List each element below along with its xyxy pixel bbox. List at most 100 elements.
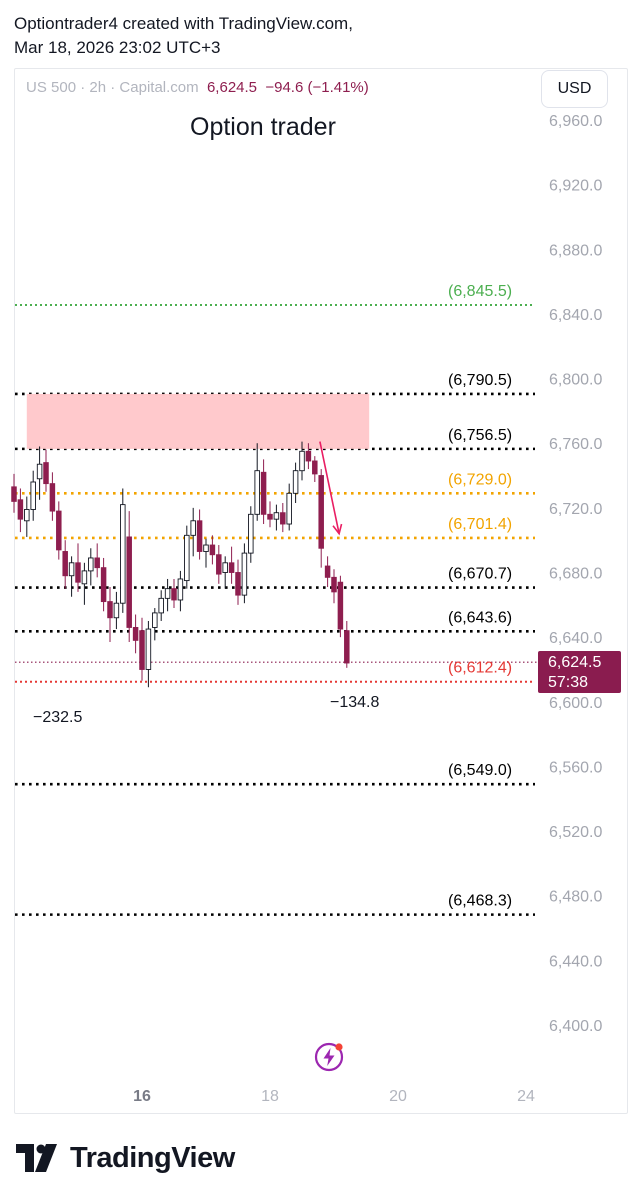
candle	[190, 507, 196, 557]
symbol-info[interactable]: US 500 · 2h · Capital.com 6,624.5 −94.6 …	[26, 79, 369, 96]
candle-body	[184, 534, 190, 582]
candle-body	[241, 552, 248, 596]
candle-body	[299, 450, 305, 472]
candle-body	[152, 612, 158, 628]
candle	[209, 535, 216, 565]
price-change: −94.6 (−1.41%)	[265, 79, 369, 96]
candle-body	[248, 513, 254, 554]
candle	[94, 543, 100, 578]
chart-credit: Optiontrader4 created with TradingView.c…	[14, 12, 353, 60]
candle-body	[177, 578, 184, 601]
tradingview-footer: TradingView	[16, 1140, 235, 1176]
candle	[318, 469, 324, 568]
tradingview-wordmark: TradingView	[70, 1141, 235, 1174]
candle	[152, 608, 158, 641]
candle	[88, 548, 94, 586]
candle	[158, 590, 164, 621]
candle	[312, 456, 318, 482]
currency-button[interactable]: USD	[541, 70, 608, 108]
candle-body	[203, 544, 209, 552]
candle-body	[132, 626, 139, 641]
separator-dot: ·	[80, 79, 86, 96]
candle-body	[164, 588, 171, 599]
level-label: (6,790.5)	[448, 372, 512, 389]
arrow-head	[332, 523, 343, 536]
candle	[324, 556, 331, 588]
candle	[203, 538, 209, 568]
candle	[196, 509, 203, 560]
candle	[30, 470, 36, 521]
candle-body	[344, 630, 350, 664]
y-axis-tick-label: 6,560.0	[549, 759, 602, 776]
candle-body	[196, 520, 203, 552]
candle	[56, 501, 62, 560]
candle	[273, 504, 280, 531]
candle	[337, 575, 344, 638]
candle	[260, 459, 267, 525]
candle	[248, 506, 254, 563]
candle-body	[254, 470, 260, 515]
current-price-value: 6,624.5	[548, 654, 602, 671]
candle-body	[62, 551, 68, 577]
candle	[107, 587, 113, 642]
candle-body	[260, 471, 267, 515]
level-label: (6,643.6)	[448, 609, 512, 626]
candle-body	[267, 513, 273, 520]
level-label: (6,845.5)	[448, 283, 512, 300]
candle	[132, 614, 139, 654]
candle-body	[120, 504, 126, 604]
candle	[139, 617, 145, 681]
candle-body	[75, 562, 81, 583]
candle-body	[286, 492, 292, 525]
candle-body	[43, 462, 49, 485]
candle	[267, 501, 273, 528]
candle-body	[228, 562, 235, 573]
y-axis-tick-label: 6,880.0	[549, 242, 602, 259]
candle	[222, 556, 228, 589]
level-label: (6,549.0)	[448, 762, 512, 779]
candle-body	[273, 512, 280, 520]
candle	[24, 496, 30, 537]
y-axis-tick-label: 6,960.0	[549, 113, 602, 130]
candle	[216, 545, 222, 584]
x-axis-tick-label: 24	[517, 1088, 535, 1105]
candle-body	[107, 601, 113, 619]
level-label: (6,612.4)	[448, 660, 512, 677]
candlestick-chart[interactable]: 6,960.0 6,920.0 6,880.0 6,840.0 6,800.0 6,760…	[0, 0, 642, 1120]
level-label: (6,701.4)	[448, 516, 512, 533]
credit-date-line: Mar 18, 2026 23:02 UTC+3	[14, 38, 221, 57]
candle-body	[139, 630, 145, 670]
supply-zone[interactable]	[26, 393, 370, 449]
candle-body	[324, 565, 331, 578]
candle-body	[126, 536, 132, 628]
candle	[113, 591, 120, 630]
candle-body	[292, 470, 299, 494]
candle	[17, 488, 24, 533]
candle	[145, 620, 152, 688]
tradingview-logo-icon	[16, 1144, 57, 1172]
candle	[120, 488, 126, 613]
low-change-annotation-right: −134.8	[330, 694, 379, 711]
candle	[36, 446, 43, 500]
candle-body	[158, 597, 164, 614]
x-axis-tick-label: 16	[133, 1088, 151, 1105]
lightning-bolt-icon[interactable]	[314, 1042, 344, 1072]
candle-body	[30, 481, 36, 510]
chart-title: Option trader	[190, 113, 336, 141]
candle	[286, 483, 292, 531]
arrow-line[interactable]	[319, 441, 340, 534]
candle-body	[190, 520, 196, 536]
y-axis-tick-label: 6,520.0	[549, 824, 602, 841]
candle-body	[88, 557, 94, 572]
candle	[344, 620, 350, 668]
y-axis-tick-label: 6,600.0	[549, 695, 602, 712]
candle-body	[235, 572, 241, 596]
candle-body	[209, 544, 216, 556]
candle	[126, 511, 132, 642]
y-axis-tick-label: 6,440.0	[549, 953, 602, 970]
y-axis-tick-label: 6,800.0	[549, 372, 602, 389]
candle	[75, 543, 81, 592]
x-axis-tick-label: 20	[389, 1088, 407, 1105]
candle-body	[24, 509, 30, 522]
level-label: (6,670.7)	[448, 566, 512, 583]
